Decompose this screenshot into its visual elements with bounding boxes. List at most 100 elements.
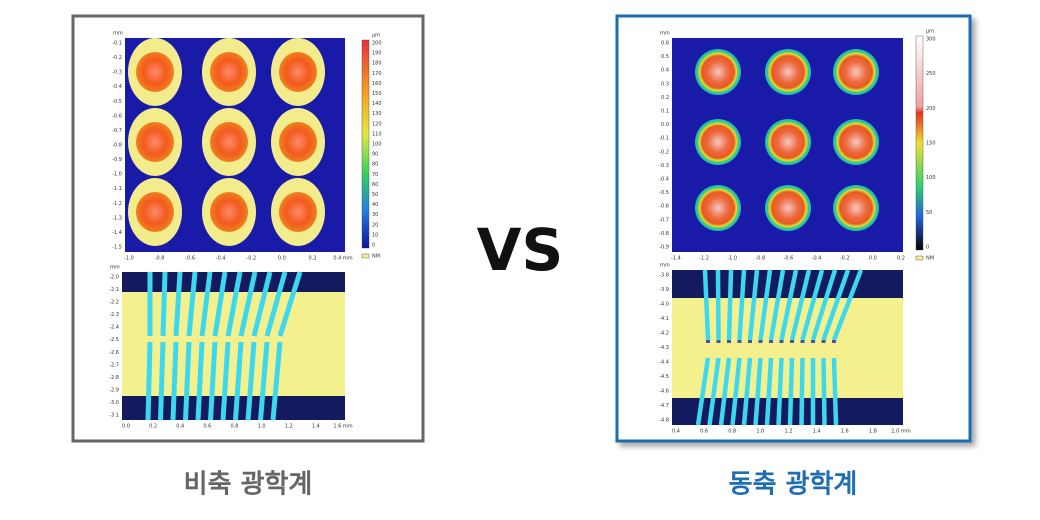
y-tick-label: -0.1 <box>112 41 122 47</box>
band-bottom <box>672 398 903 425</box>
spot-core <box>279 52 317 92</box>
y-tick-label: -0.2 <box>659 149 669 155</box>
colorbar-tick: 130 <box>372 111 382 117</box>
spot-core <box>136 122 174 162</box>
colorbar-tick: 120 <box>372 121 382 127</box>
x-tick-label: -0.2 <box>246 256 256 262</box>
wire <box>258 341 270 421</box>
y-tick-label: -0.6 <box>112 113 122 119</box>
x-tick-label: 1.6 mm <box>333 424 352 430</box>
spot <box>765 119 811 165</box>
y-tick-label: -0.3 <box>112 70 122 76</box>
x-tick-label: 1.4 <box>813 429 821 435</box>
y-tick-label: -0.7 <box>112 128 122 134</box>
wire <box>145 341 153 421</box>
x-tick-label: -0.4 <box>812 256 822 262</box>
y-tick-label: 0.1 <box>661 109 669 115</box>
wire <box>741 357 753 426</box>
x-tick-label: -0.8 <box>155 256 165 262</box>
wire <box>199 271 213 337</box>
y-tick-label: -0.3 <box>659 163 669 169</box>
colorbar-unit: µm <box>372 33 380 39</box>
wire <box>787 357 795 426</box>
y-tick-label: -0.7 <box>659 217 669 223</box>
y-tick-label: -0.8 <box>112 143 122 149</box>
y-tick-label: -2.1 <box>109 287 119 293</box>
legend-swatch <box>361 253 370 259</box>
wire <box>726 269 734 341</box>
y-tick-label: -4.5 <box>659 374 669 380</box>
wire <box>170 341 179 421</box>
colorbar-tick: 70 <box>372 172 378 178</box>
y-tick-label: -1.0 <box>112 172 122 178</box>
x-tick-label: 1.6 <box>841 429 849 435</box>
x-tick-label: 1.4 <box>312 424 320 430</box>
colorbar-tick: 40 <box>372 202 378 208</box>
spot-core <box>279 192 317 232</box>
x-tick-label: 0.0 <box>869 256 877 262</box>
colorbar-tick: 0 <box>372 243 375 249</box>
colorbar-tick: 200 <box>926 106 936 112</box>
y-tick-label: -0.9 <box>112 157 122 163</box>
pad <box>779 340 784 343</box>
y-tick-label: 0.2 <box>661 95 669 101</box>
wire <box>707 357 721 426</box>
wire <box>173 271 183 337</box>
spot <box>833 49 879 95</box>
x-tick-label: 0.4 mm <box>333 256 352 262</box>
y-tick-label: -3.8 <box>659 273 669 279</box>
colorbar-tick: 100 <box>926 175 936 181</box>
legend-swatch <box>915 255 924 261</box>
x-tick-label: 1.0 <box>258 424 266 430</box>
wire <box>799 357 805 426</box>
wire <box>233 341 244 421</box>
y-tick-label: -0.4 <box>112 84 122 90</box>
y-tick-label: -4.4 <box>659 360 669 366</box>
y-tick-label: -2.8 <box>109 375 119 381</box>
pad <box>716 340 721 343</box>
wire <box>776 357 784 426</box>
x-tick-label: -0.4 <box>216 256 226 262</box>
y-tick-label: -0.5 <box>659 190 669 196</box>
wire <box>730 357 742 426</box>
y-tick-label: -2.2 <box>109 300 119 306</box>
y-tick-label: -4.6 <box>659 389 669 395</box>
colorbar-tick: 100 <box>372 142 382 148</box>
y-tick-label: -0.6 <box>659 204 669 210</box>
x-tick-label: 0.8 <box>728 429 736 435</box>
wire <box>747 269 760 341</box>
y-tick-label: -1.2 <box>112 201 122 207</box>
y-tick-label: -2.3 <box>109 312 119 318</box>
colorbar-tick: 0 <box>926 245 929 251</box>
pad <box>706 340 710 343</box>
x-tick-label: 0.2 <box>897 256 905 262</box>
pad <box>758 340 763 343</box>
x-tick-label: 0.6 <box>700 429 708 435</box>
x-tick-label: -0.8 <box>755 256 765 262</box>
spot-core <box>136 192 174 232</box>
y-tick-label: 0.6 <box>661 41 669 47</box>
colorbar-tick: 80 <box>372 162 378 168</box>
colorbar-unit: µm <box>926 29 934 35</box>
colorbar-tick: 150 <box>926 141 936 147</box>
right-caption: 동축 광학계 <box>729 470 858 500</box>
x-tick-label: 0.2 <box>149 424 157 430</box>
wire <box>718 357 732 426</box>
wire <box>245 341 257 421</box>
spot <box>833 119 879 165</box>
pad <box>769 340 773 343</box>
y-tick-label: -2.6 <box>109 350 119 356</box>
colorbar-tick: 150 <box>372 91 382 97</box>
spot-core <box>210 122 248 162</box>
y-tick-label: -2.7 <box>109 362 119 368</box>
wire <box>764 357 774 426</box>
wire <box>789 269 812 341</box>
colorbar-tick: 200 <box>372 41 382 47</box>
band-top <box>122 272 345 292</box>
vs-label: VS <box>477 216 564 284</box>
y-tick-label: -4.0 <box>659 302 669 308</box>
pad <box>748 340 752 343</box>
colorbar-tick: 50 <box>926 210 932 216</box>
axis-unit: mm <box>113 31 123 37</box>
